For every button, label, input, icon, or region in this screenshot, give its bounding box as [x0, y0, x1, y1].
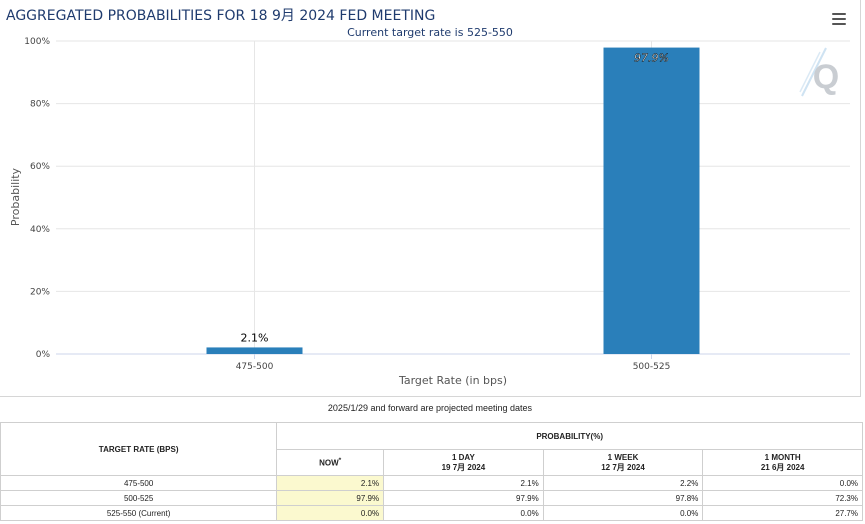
rate-cell: 500-525	[0, 490, 278, 506]
month-cell: 0.0%	[702, 475, 863, 491]
hamburger-menu-icon[interactable]	[832, 13, 846, 25]
x-axis-title: Target Rate (in bps)	[398, 374, 507, 387]
week-cell: 0.0%	[542, 505, 704, 521]
day-cell: 0.0%	[383, 505, 544, 521]
bar[interactable]	[206, 347, 303, 354]
col-1month-header: 1 MONTH 21 6月 2024	[702, 449, 863, 476]
rate-cell: 475-500	[0, 475, 278, 491]
chart-title: AGGREGATED PROBABILITIES FOR 18 9月 2024 …	[6, 8, 436, 24]
day-cell: 2.1%	[383, 475, 544, 491]
data-label: 97.9%	[634, 52, 669, 65]
y-tick-label: 0%	[36, 350, 51, 360]
month-cell: 27.7%	[702, 505, 863, 521]
col-1week-header: 1 WEEK 12 7月 2024	[542, 449, 704, 476]
col-now-header: NOW*	[276, 449, 385, 476]
target-rate-header: TARGET RATE (BPS)	[0, 422, 278, 476]
y-tick-label: 40%	[30, 225, 50, 235]
probability-table: TARGET RATE (BPS) PROBABILITY(%) NOW* 1 …	[0, 422, 863, 521]
projection-note: 2025/1/29 and forward are projected meet…	[327, 403, 533, 413]
y-tick-label: 60%	[30, 162, 50, 172]
table-row: 525-550 (Current) 0.0% 0.0% 0.0% 27.7%	[0, 505, 863, 521]
y-tick-label: 20%	[30, 287, 50, 297]
week-cell: 97.8%	[542, 490, 704, 506]
week-cell: 2.2%	[542, 475, 704, 491]
now-cell: 97.9%	[276, 490, 385, 506]
y-tick-label: 100%	[24, 37, 50, 47]
chart-panel: AGGREGATED PROBABILITIES FOR 18 9月 2024 …	[0, 0, 861, 397]
chart-subtitle: Current target rate is 525-550	[347, 26, 513, 39]
day-cell: 97.9%	[383, 490, 544, 506]
bar[interactable]	[603, 47, 700, 354]
table-row: 475-500 2.1% 2.1% 2.2% 0.0%	[0, 475, 863, 491]
x-tick-label: 475-500	[236, 362, 274, 372]
col-1day-header: 1 DAY 19 7月 2024	[383, 449, 544, 476]
now-cell: 0.0%	[276, 505, 385, 521]
month-cell: 72.3%	[702, 490, 863, 506]
now-cell: 2.1%	[276, 475, 385, 491]
x-tick-label: 500-525	[633, 362, 671, 372]
q-logo-icon: Q	[799, 47, 839, 97]
data-label: 2.1%	[241, 331, 269, 344]
rate-cell: 525-550 (Current)	[0, 505, 278, 521]
y-axis-title: Probability	[9, 167, 22, 226]
y-tick-label: 80%	[30, 100, 50, 110]
bar-chart: Q 0% 20% 40% 60% 80% 100% 475-500 500-525 2.1% 9…	[9, 37, 850, 387]
table-row: 500-525 97.9% 97.9% 97.8% 72.3%	[0, 490, 863, 506]
probability-header: PROBABILITY(%)	[276, 422, 863, 450]
svg-text:Q: Q	[813, 58, 839, 96]
